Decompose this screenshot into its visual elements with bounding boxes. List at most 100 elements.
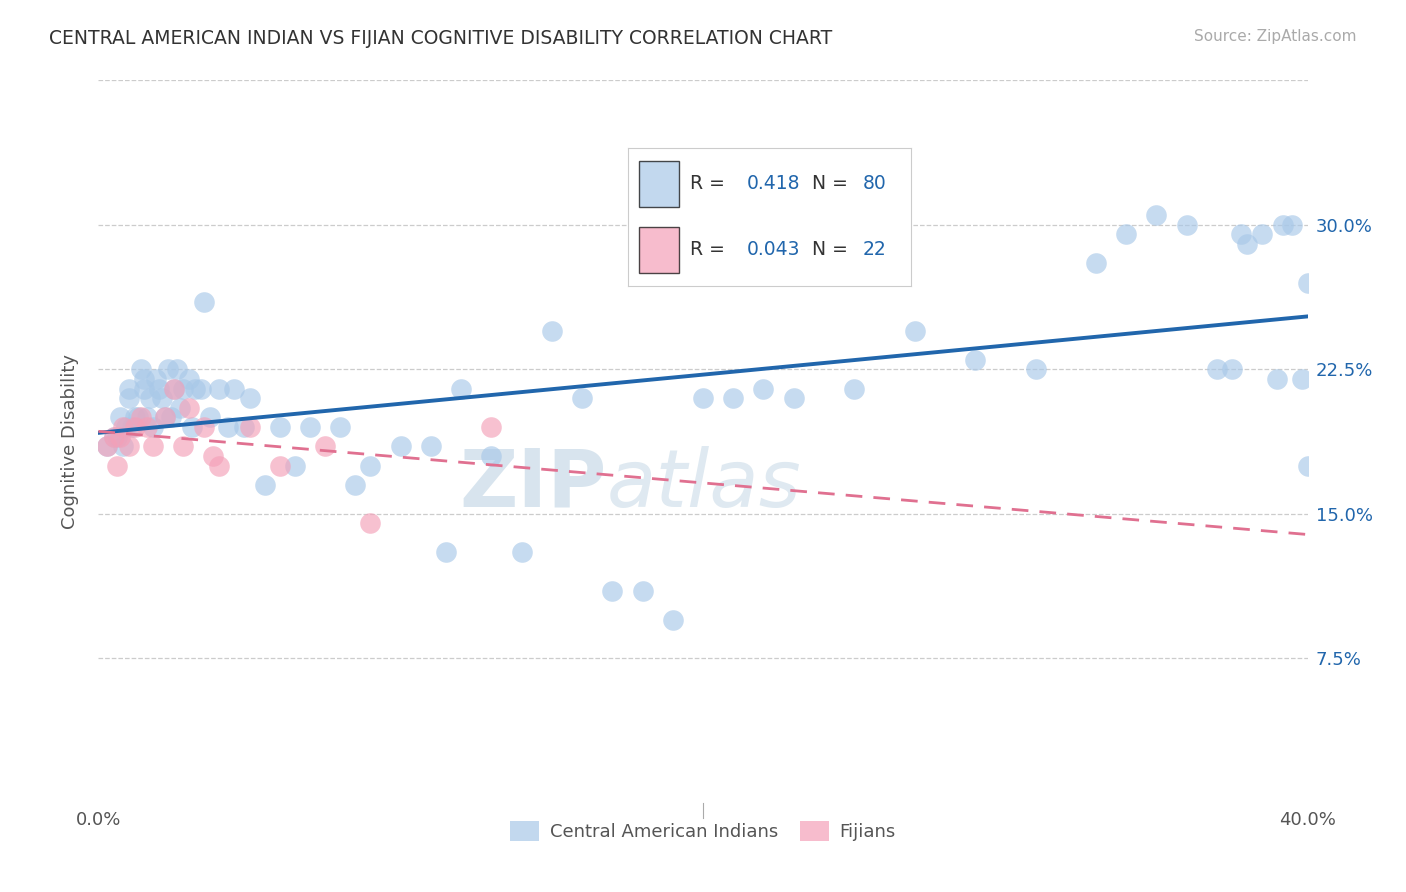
Text: N =: N = [813,241,853,260]
Point [965,352,987,367]
Point [510,545,533,559]
Point [124,410,146,425]
Point [783,391,806,405]
Point [269,458,291,473]
Text: CENTRAL AMERICAN INDIAN VS FIJIAN COGNITIVE DISABILITY CORRELATION CHART: CENTRAL AMERICAN INDIAN VS FIJIAN COGNIT… [49,29,832,47]
Point [179,401,201,415]
Point [723,391,745,405]
FancyBboxPatch shape [640,161,679,207]
Point [1251,227,1274,242]
Point [150,391,173,405]
Point [111,420,134,434]
Point [284,458,307,473]
Point [105,430,128,444]
Point [153,410,176,425]
Point [96,439,118,453]
Point [253,478,276,492]
Point [1085,256,1108,270]
Point [118,382,141,396]
Point [540,324,562,338]
Point [602,583,624,598]
Point [434,545,457,559]
Point [118,439,141,453]
Point [129,362,152,376]
Point [1230,227,1253,242]
Point [166,362,188,376]
Point [239,391,262,405]
Point [299,420,322,434]
Point [153,410,176,425]
Point [148,382,170,396]
Point [224,382,246,396]
Point [111,439,134,453]
Point [156,362,179,376]
Point [105,458,128,473]
Point [813,256,835,270]
Point [135,420,157,434]
Point [360,516,382,531]
Y-axis label: Cognitive Disability: Cognitive Disability [60,354,79,529]
Point [129,410,152,425]
Point [103,430,125,444]
Point [181,420,204,434]
Point [450,382,472,396]
Text: Source: ZipAtlas.com: Source: ZipAtlas.com [1194,29,1357,44]
Point [160,410,183,425]
Point [631,583,654,598]
Point [169,401,191,415]
Point [844,382,866,396]
Point [202,449,225,463]
Point [481,420,503,434]
Point [114,420,136,434]
Point [108,430,131,444]
Point [1206,362,1229,376]
Text: 0.418: 0.418 [747,175,800,194]
Point [232,420,254,434]
Point [217,420,239,434]
Point [121,420,143,434]
Point [329,420,352,434]
Point [142,439,165,453]
Point [145,372,167,386]
Point [132,382,155,396]
Point [420,439,443,453]
Point [142,420,165,434]
Point [1175,218,1198,232]
Point [124,420,146,434]
Text: 0.043: 0.043 [747,241,800,260]
Point [132,372,155,386]
Point [239,420,262,434]
Text: 80: 80 [863,175,887,194]
Point [208,458,231,473]
Point [360,458,382,473]
Point [163,382,186,396]
Point [269,420,291,434]
Point [314,439,336,453]
Point [96,439,118,453]
Point [139,391,162,405]
Point [1024,362,1046,376]
Text: ZIP: ZIP [458,446,606,524]
Point [904,324,927,338]
Point [1144,208,1167,222]
Text: atlas: atlas [606,446,801,524]
Point [1272,218,1295,232]
Point [163,382,186,396]
FancyBboxPatch shape [640,227,679,273]
Point [1115,227,1137,242]
Point [208,382,231,396]
Point [135,410,157,425]
Point [108,410,131,425]
Point [1267,372,1289,386]
Text: R =: R = [690,241,731,260]
Point [1236,237,1258,252]
Text: R =: R = [690,175,731,194]
Point [481,449,503,463]
Point [389,439,412,453]
Point [752,382,775,396]
Text: N =: N = [813,175,853,194]
Point [1291,372,1313,386]
Point [661,613,683,627]
Point [127,410,149,425]
Point [692,391,714,405]
